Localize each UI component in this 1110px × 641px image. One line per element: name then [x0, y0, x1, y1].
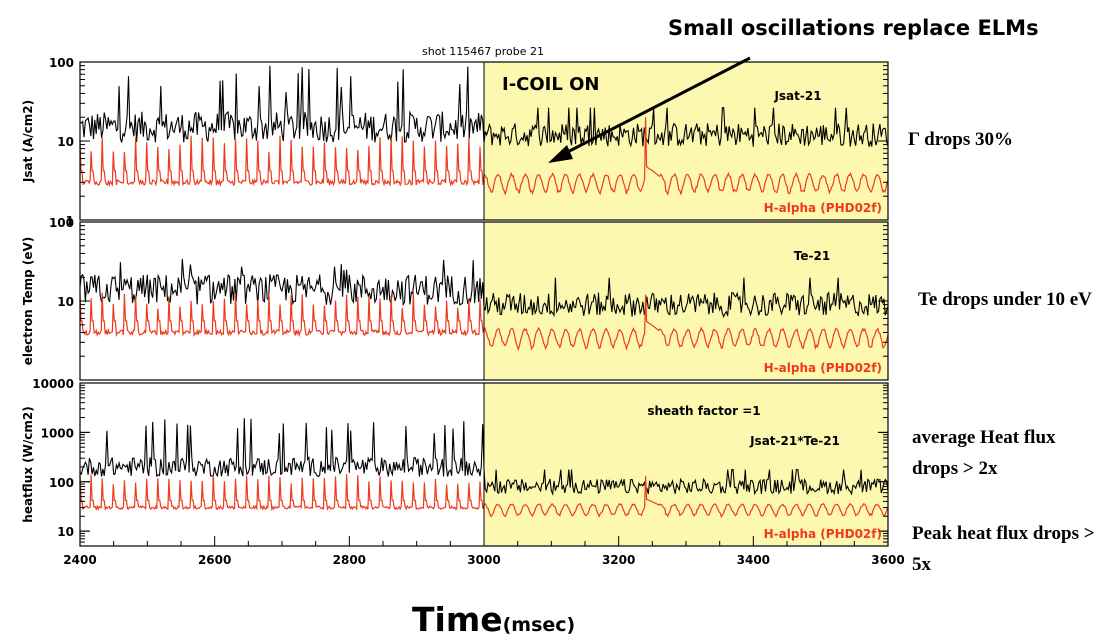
series-label-halpha: H-alpha (PHD02f) — [764, 201, 882, 215]
annotation-arrow — [555, 56, 751, 160]
x-tick-label: 3600 — [871, 553, 904, 567]
y-tick-label: 10 — [57, 135, 74, 149]
x-tick-label: 3200 — [602, 553, 635, 567]
series-label-signal: Jsat-21*Te-21 — [749, 434, 840, 448]
y-tick-label: 100 — [49, 216, 74, 230]
x-tick-label: 2400 — [63, 553, 96, 567]
side-note-avg-heatflux: average Heat flux drops > 2x — [912, 427, 1056, 479]
icoil-label: I-COIL ON — [502, 74, 599, 95]
series-label-halpha: H-alpha (PHD02f) — [764, 361, 882, 375]
y-axis-label: electron Temp (eV) — [21, 237, 35, 366]
x-tick-label: 3000 — [467, 553, 500, 567]
x-axis-unit: (msec) — [502, 614, 576, 636]
y-tick-label: 10 — [57, 525, 74, 539]
side-note-peak-heatflux: Peak heat flux drops > 5x — [912, 523, 1095, 575]
sheath-factor-label: sheath factor =1 — [647, 404, 760, 418]
y-tick-label: 10 — [57, 295, 74, 309]
y-tick-label: 1000 — [41, 426, 74, 440]
y-axis-label: Jsat (A/cm2) — [21, 100, 35, 183]
series-label-signal: Te-21 — [794, 249, 830, 263]
side-note-gamma: Γ drops 30% — [908, 129, 1014, 150]
x-tick-label: 3400 — [737, 553, 770, 567]
side-note-te: Te drops under 10 eV — [918, 289, 1092, 310]
series-label-signal: Jsat-21 — [773, 89, 821, 103]
series-label-halpha: H-alpha (PHD02f) — [764, 527, 882, 541]
x-tick-label: 2600 — [198, 553, 231, 567]
arrow-annotation-text: Small oscillations replace ELMs — [668, 16, 1039, 40]
chart-title: shot 115467 probe 21 — [422, 45, 544, 58]
y-tick-label: 1 — [66, 214, 74, 228]
annotation-arrowhead — [548, 145, 573, 163]
icoil-region — [484, 383, 888, 546]
y-tick-label: 10000 — [32, 377, 74, 391]
x-axis-title: Time(msec) — [412, 600, 575, 639]
y-tick-label: 100 — [49, 476, 74, 490]
x-tick-label: 2800 — [333, 553, 366, 567]
y-axis-label: heatflux (W/cm2) — [21, 406, 35, 522]
x-axis-label: Time — [412, 600, 503, 639]
y-tick-label: 100 — [49, 56, 74, 70]
